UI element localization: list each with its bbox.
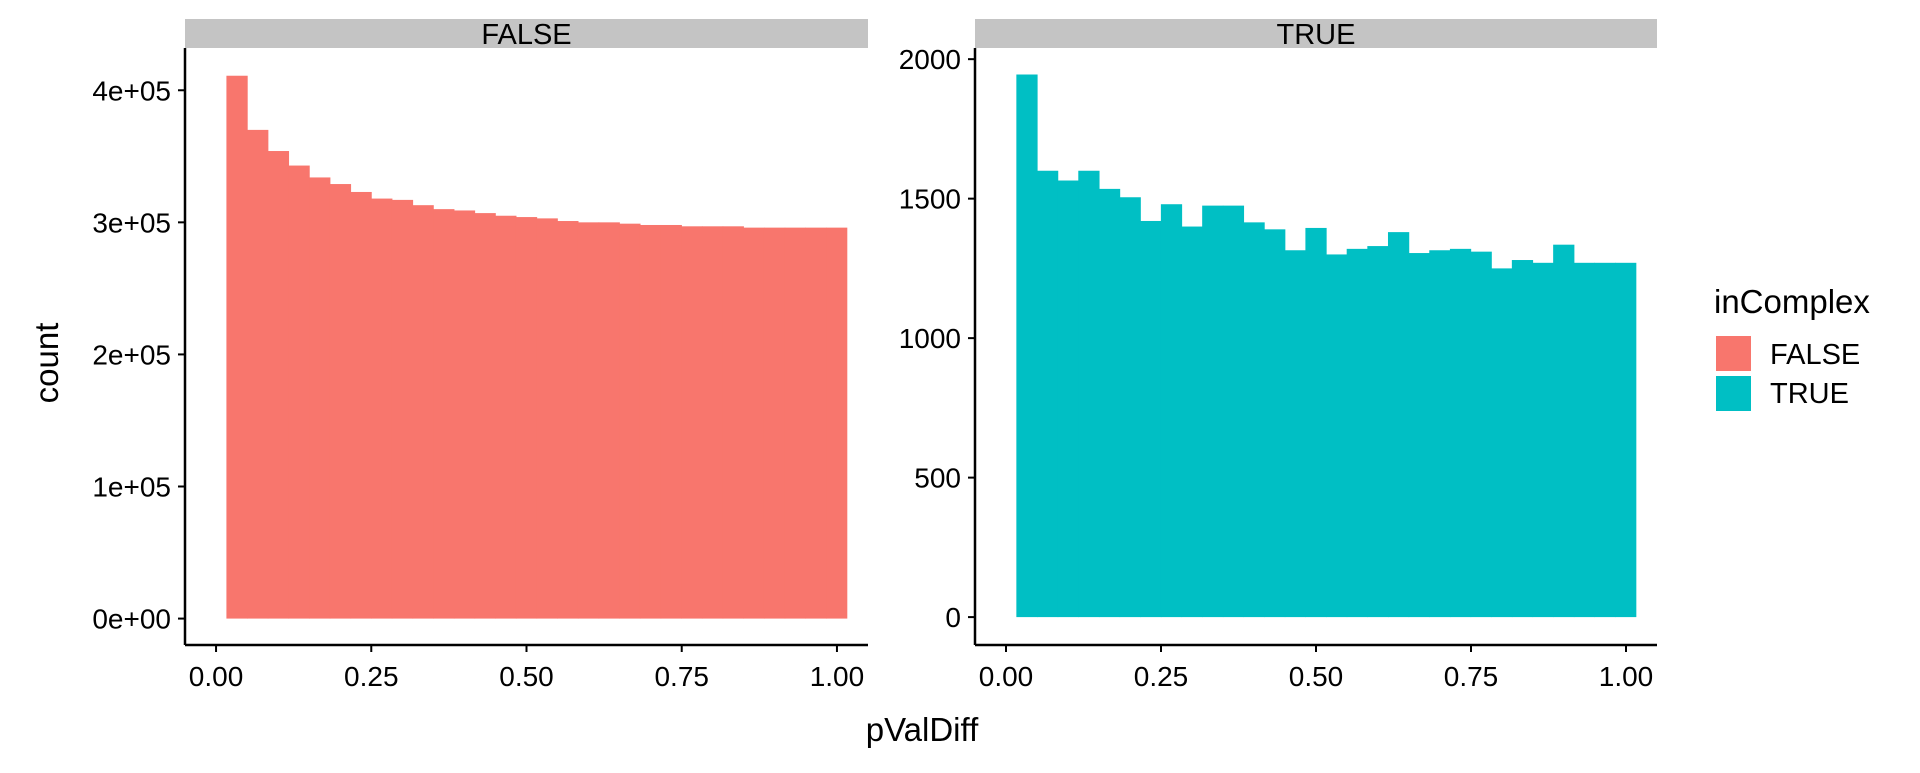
histogram-bar	[1491, 268, 1513, 618]
facet-strip-label: TRUE	[1277, 19, 1356, 51]
histogram-bar	[1449, 248, 1472, 618]
x-tick-label: 0.00	[189, 661, 244, 692]
legend-key-true	[1716, 376, 1751, 411]
y-tick-label: 2000	[899, 44, 961, 75]
histogram-bar	[1594, 262, 1616, 618]
y-tick-label: 1e+05	[92, 472, 171, 503]
x-tick-label: 1.00	[810, 661, 865, 692]
histogram-bar	[598, 222, 620, 619]
histogram-bar	[495, 215, 517, 619]
histogram-bar	[784, 227, 806, 619]
histogram-bar	[722, 226, 744, 619]
histogram-bar	[619, 223, 641, 619]
y-tick-label: 0e+00	[92, 604, 171, 635]
legend-title: inComplex	[1714, 283, 1870, 320]
y-axis-title: count	[28, 323, 65, 404]
facet-strip	[975, 19, 1657, 48]
histogram-bar	[1264, 229, 1286, 618]
x-tick-label: 0.50	[1289, 661, 1344, 692]
y-tick-label: 1000	[899, 323, 961, 354]
y-tick-label: 2e+05	[92, 339, 171, 370]
x-tick-label: 0.00	[979, 661, 1034, 692]
y-tick-label: 3e+05	[92, 207, 171, 238]
histogram-bar	[805, 227, 827, 619]
histogram-bar	[1057, 180, 1079, 618]
histogram-bar	[701, 226, 724, 619]
histogram-bar	[515, 217, 538, 619]
histogram-bar	[433, 209, 455, 619]
histogram-bar	[577, 222, 600, 619]
histogram-bar	[557, 221, 579, 619]
histogram-bar	[1222, 205, 1245, 618]
histogram-bar	[1511, 260, 1534, 618]
histogram-bar	[371, 198, 393, 619]
histogram-bar	[309, 177, 331, 619]
histogram-bar	[412, 205, 434, 619]
histogram-bar	[1573, 262, 1596, 618]
histogram-bar	[536, 218, 558, 619]
histogram-bar	[226, 75, 248, 619]
histogram-bar	[391, 199, 414, 619]
legend-label-false: FALSE	[1770, 339, 1860, 371]
histogram-bar	[1037, 170, 1059, 618]
histogram-bar	[1532, 262, 1554, 618]
histogram-bar	[474, 213, 496, 619]
histogram-bar	[681, 226, 703, 619]
histogram-bar	[1408, 253, 1430, 618]
histogram-bar	[350, 191, 372, 619]
histogram-bar	[1160, 204, 1183, 618]
histogram-bar	[1470, 251, 1492, 618]
histogram-bar	[247, 129, 269, 619]
histogram-bar	[1202, 205, 1224, 618]
y-tick-label: 0	[945, 602, 961, 633]
histogram-bar	[1346, 248, 1368, 618]
histogram-bar	[1326, 254, 1348, 618]
histogram-bar	[1387, 232, 1410, 618]
histogram-bar	[288, 165, 310, 619]
histogram-bar	[453, 210, 476, 619]
y-tick-label: 500	[914, 463, 961, 494]
histogram-bar	[1078, 170, 1100, 618]
y-tick-label: 1500	[899, 184, 961, 215]
histogram-bar	[1181, 226, 1203, 618]
legend-key-false	[1716, 336, 1751, 371]
histogram-bar	[1367, 246, 1389, 618]
histogram-bar	[1119, 197, 1141, 618]
histogram-bar	[329, 184, 352, 619]
facet-strip	[185, 19, 868, 48]
x-tick-label: 0.25	[1134, 661, 1189, 692]
histogram-bar	[639, 224, 662, 619]
x-tick-label: 0.50	[499, 661, 554, 692]
legend-label-true: TRUE	[1770, 378, 1849, 410]
histogram-bar	[1140, 220, 1162, 618]
facet-panels: FALSE 0e+00 1e+05 2e+05 3e+05 4e+05 0.00 0.25 0.…	[92, 19, 1657, 692]
facet-panel-true: TRUE 0 500 1000 1500 2000 0.00 0.25 0.50 0.75 1.00	[899, 19, 1657, 692]
x-axis-title: pValDiff	[866, 711, 979, 748]
facet-strip-label: FALSE	[481, 19, 571, 51]
histogram-bar	[1615, 262, 1637, 618]
x-tick-label: 0.75	[1444, 661, 1499, 692]
histogram-bar	[660, 224, 682, 619]
y-tick-label: 4e+05	[92, 75, 171, 106]
histogram-bar	[1098, 188, 1121, 618]
x-tick-label: 1.00	[1599, 661, 1654, 692]
facet-panel-false: FALSE 0e+00 1e+05 2e+05 3e+05 4e+05 0.00 0.25 0.…	[92, 19, 868, 692]
histogram-bar	[267, 151, 290, 619]
histogram-bar	[1553, 244, 1575, 618]
histogram-bar	[1429, 250, 1451, 618]
legend: inComplex FALSE TRUE	[1714, 283, 1870, 411]
histogram-bar	[1284, 250, 1306, 618]
x-tick-label: 0.75	[654, 661, 709, 692]
histogram-bar	[1243, 222, 1265, 618]
histogram-bar	[743, 227, 765, 619]
histogram-bar	[1305, 227, 1327, 618]
histogram-bar	[826, 227, 848, 619]
histogram-bar	[763, 227, 786, 619]
histogram-bar	[1016, 74, 1038, 618]
x-tick-label: 0.25	[344, 661, 399, 692]
